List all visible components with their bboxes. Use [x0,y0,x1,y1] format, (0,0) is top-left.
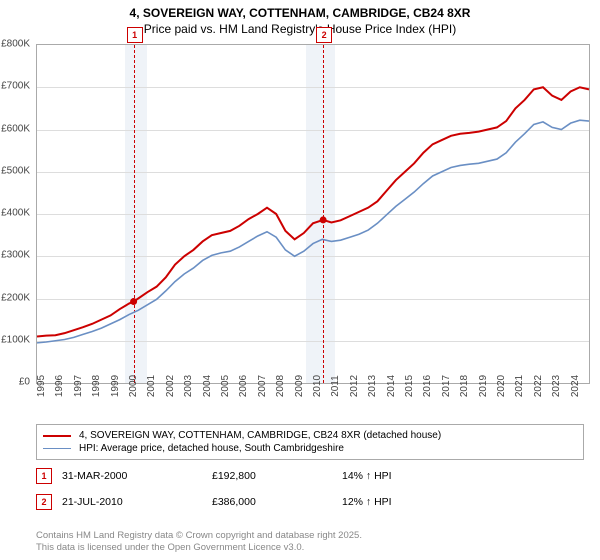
sale-marker-chart: 1 [127,27,143,43]
y-axis-label: £600K [0,123,30,134]
x-axis-label: 2008 [275,375,286,397]
y-axis-label: £500K [0,165,30,176]
x-axis-label: 2002 [165,375,176,397]
sale-price-2: £386,000 [212,496,342,508]
sale-row-1: 1 31-MAR-2000 £192,800 14% ↑ HPI [36,468,584,484]
x-axis-label: 2006 [238,375,249,397]
legend-label-hpi: HPI: Average price, detached house, Sout… [79,443,344,454]
title-line-1: 4, SOVEREIGN WAY, COTTENHAM, CAMBRIDGE, … [0,6,600,22]
x-axis-label: 1998 [91,375,102,397]
x-axis-label: 2005 [220,375,231,397]
x-axis-label: 1997 [73,375,84,397]
x-axis-label: 2013 [367,375,378,397]
x-axis-label: 2003 [183,375,194,397]
legend-item-hpi: HPI: Average price, detached house, Sout… [43,442,577,455]
sale-date-1: 31-MAR-2000 [62,470,212,482]
line-svg [37,45,591,385]
sale-marker-chart: 2 [316,27,332,43]
legend-swatch-hpi [43,448,71,449]
x-axis-label: 1996 [54,375,65,397]
title-line-2: Price paid vs. HM Land Registry's House … [0,22,600,38]
y-axis-label: £200K [0,292,30,303]
x-axis-label: 2022 [533,375,544,397]
plot-region: 12 [36,44,590,384]
sale-marker-2: 2 [36,494,52,510]
y-axis-label: £300K [0,250,30,261]
x-axis-label: 2007 [257,375,268,397]
x-axis-label: 1999 [110,375,121,397]
footnote-line-1: Contains HM Land Registry data © Crown c… [36,530,362,542]
y-axis-label: £700K [0,81,30,92]
x-axis-label: 2004 [202,375,213,397]
x-axis-label: 2020 [496,375,507,397]
legend-label-property: 4, SOVEREIGN WAY, COTTENHAM, CAMBRIDGE, … [79,430,441,441]
x-axis-label: 2010 [312,375,323,397]
legend-box: 4, SOVEREIGN WAY, COTTENHAM, CAMBRIDGE, … [36,424,584,460]
x-axis-label: 2014 [386,375,397,397]
x-axis-label: 1995 [36,375,47,397]
y-axis-label: £400K [0,208,30,219]
sale-date-2: 21-JUL-2010 [62,496,212,508]
x-axis-label: 2021 [514,375,525,397]
sale-delta-1: 14% ↑ HPI [342,470,392,482]
x-axis-label: 2024 [570,375,581,397]
x-axis-label: 2012 [349,375,360,397]
chart-title: 4, SOVEREIGN WAY, COTTENHAM, CAMBRIDGE, … [0,0,600,37]
y-axis-label: £100K [0,334,30,345]
footnote-line-2: This data is licensed under the Open Gov… [36,542,362,554]
y-axis-label: £0 [0,377,30,388]
x-axis-label: 2023 [551,375,562,397]
series-line-property [37,87,589,336]
sale-delta-2: 12% ↑ HPI [342,496,392,508]
chart-container: 4, SOVEREIGN WAY, COTTENHAM, CAMBRIDGE, … [0,0,600,560]
sale-row-2: 2 21-JUL-2010 £386,000 12% ↑ HPI [36,494,584,510]
sale-marker-1: 1 [36,468,52,484]
y-axis-label: £800K [0,39,30,50]
chart-area: 12 £0£100K£200K£300K£400K£500K£600K£700K… [36,44,590,404]
x-axis-label: 2018 [459,375,470,397]
x-axis-label: 2001 [146,375,157,397]
x-axis-label: 2011 [330,375,341,397]
sale-price-1: £192,800 [212,470,342,482]
x-axis-label: 2009 [294,375,305,397]
footnote: Contains HM Land Registry data © Crown c… [36,530,362,554]
legend-item-property: 4, SOVEREIGN WAY, COTTENHAM, CAMBRIDGE, … [43,429,577,442]
x-axis-label: 2000 [128,375,139,397]
legend-swatch-property [43,435,71,437]
x-axis-label: 2017 [441,375,452,397]
x-axis-label: 2016 [422,375,433,397]
x-axis-label: 2019 [478,375,489,397]
x-axis-label: 2015 [404,375,415,397]
